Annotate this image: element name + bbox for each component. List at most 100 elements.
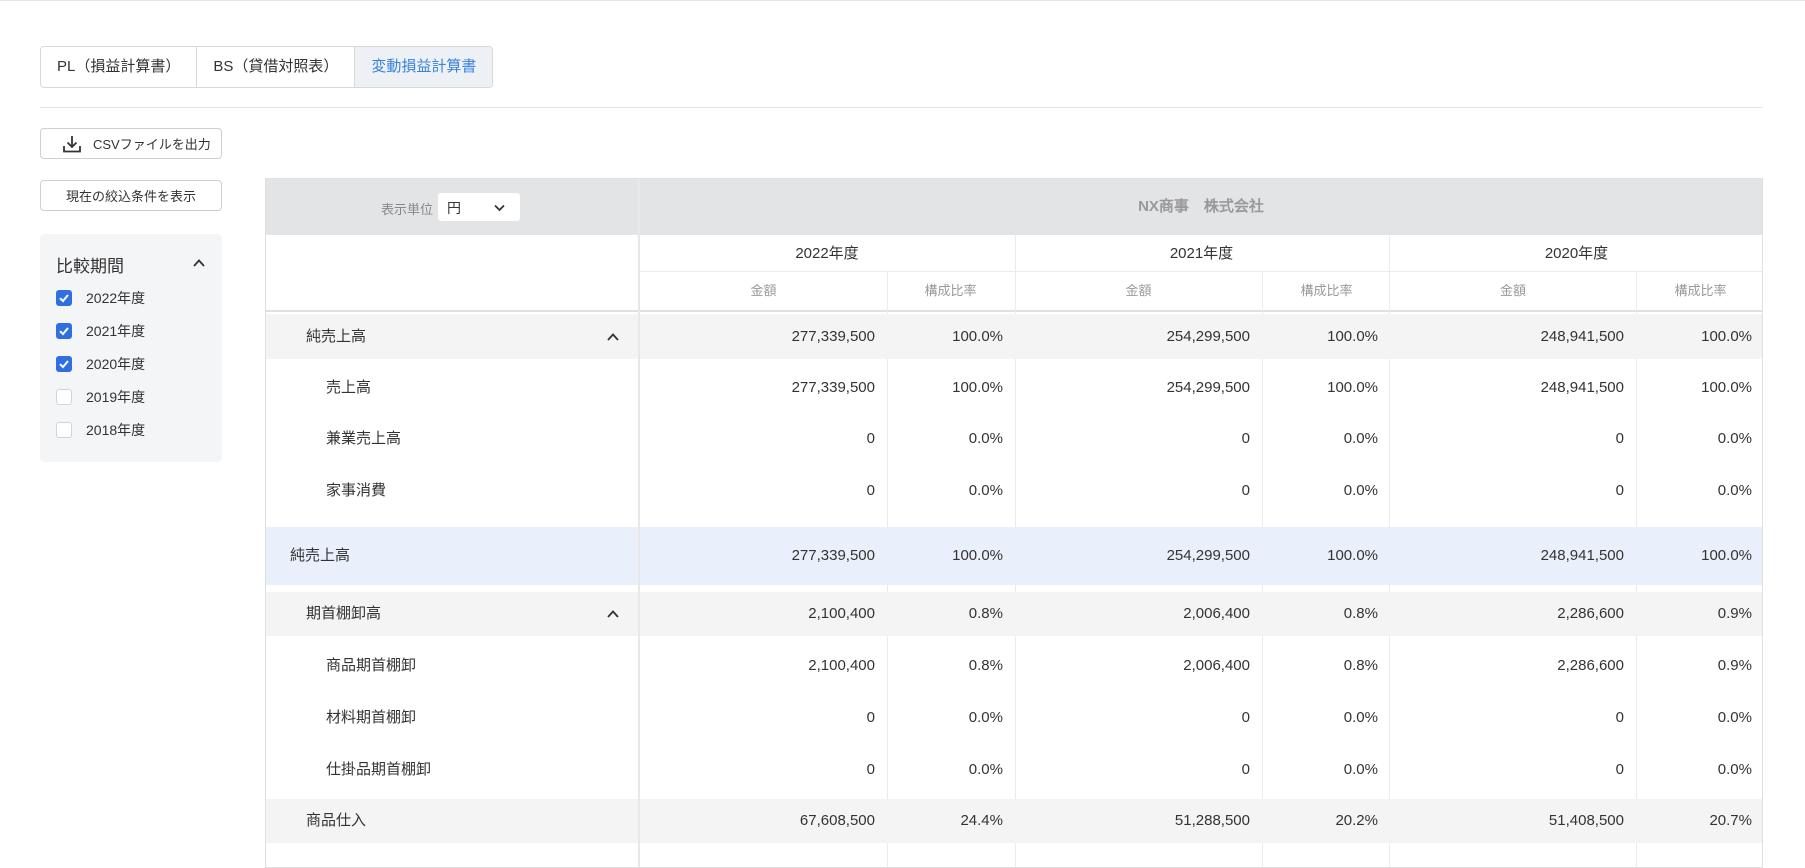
chevron-up-icon[interactable]	[606, 607, 620, 621]
ratio-cell: 0.8%	[968, 605, 1003, 622]
amount-cell: 0	[866, 761, 875, 778]
comparison-period-panel: 比較期間 2022年度 2021年度 2020年度 2019年度 2018年度	[40, 234, 222, 462]
ratio-cell: 0.0%	[1717, 761, 1752, 778]
amount-cell: 2,006,400	[1183, 657, 1250, 674]
tab-variable-pl[interactable]: 変動損益計算書	[355, 47, 493, 87]
ratio-cell: 0.0%	[1343, 709, 1378, 726]
ratio-cell: 0.0%	[968, 482, 1003, 499]
year-header: 2021年度	[1169, 245, 1234, 262]
row-label: 期首棚卸高	[306, 605, 382, 622]
amount-cell: 248,941,500	[1540, 547, 1624, 564]
table-row: 期首棚卸高 2,100,400 0.8% 2,006,400 0.8% 2,286,600…	[266, 592, 1762, 636]
table-row: 売上高 277,339,500 100.0% 254,299,500 100.0% 248…	[266, 366, 1762, 410]
tab-bs[interactable]: BS（貸借対照表）	[197, 47, 356, 87]
amount-cell: 0	[866, 430, 875, 447]
ratio-cell: 0.8%	[968, 657, 1003, 674]
ratio-cell: 24.4%	[960, 812, 1003, 829]
amount-cell: 0	[1241, 430, 1250, 447]
ratio-cell: 100.0%	[1327, 379, 1378, 396]
period-checkbox-row[interactable]: 2018年度	[56, 419, 145, 441]
amount-cell: 2,286,600	[1557, 657, 1624, 674]
table-row: 純売上高 277,339,500 100.0% 254,299,500 100.0% 24…	[266, 527, 1762, 585]
row-label: 仕掛品期首棚卸	[326, 761, 432, 778]
table-row: 兼業売上高 0 0.0% 0 0.0% 0 0.0%	[266, 417, 1762, 461]
amount-cell: 0	[1615, 709, 1624, 726]
row-label: 純売上高	[306, 328, 367, 345]
amount-cell: 2,100,400	[808, 605, 875, 622]
amount-cell: 0	[1615, 761, 1624, 778]
amount-cell: 2,006,400	[1183, 605, 1250, 622]
period-checkbox-label: 2020年度	[86, 356, 146, 372]
ratio-cell: 100.0%	[1701, 379, 1752, 396]
ratio-cell: 0.0%	[968, 761, 1003, 778]
amount-cell: 277,339,500	[791, 328, 875, 345]
table-row: 材料期首棚卸 0 0.0% 0 0.0% 0 0.0%	[266, 696, 1762, 740]
ratio-cell: 0.9%	[1717, 605, 1752, 622]
unit-select[interactable]: 円	[438, 193, 520, 221]
amount-header: 金額	[1499, 283, 1526, 298]
amount-cell: 67,608,500	[799, 812, 875, 829]
chevron-up-icon[interactable]	[192, 256, 206, 270]
ratio-cell: 0.0%	[1343, 430, 1378, 447]
table-header: 表示単位 円 NX商事 株式会社	[266, 179, 1762, 235]
year-header-row: 2022年度 2021年度 2020年度	[640, 235, 1762, 272]
period-checkbox-label: 2022年度	[86, 290, 146, 306]
show-filter-button[interactable]: 現在の絞込条件を表示	[40, 180, 222, 211]
period-checkbox[interactable]	[56, 290, 72, 306]
period-checkbox-label: 2019年度	[86, 389, 146, 405]
table-row: 家事消費 0 0.0% 0 0.0% 0 0.0%	[266, 469, 1762, 513]
ratio-cell: 0.0%	[968, 430, 1003, 447]
period-checkbox-row[interactable]: 2021年度	[56, 320, 145, 342]
checkmark-icon	[59, 327, 69, 336]
csv-export-button[interactable]: CSVファイルを出力	[40, 128, 222, 159]
chevron-down-icon	[494, 204, 505, 212]
ratio-cell: 0.0%	[1717, 482, 1752, 499]
show-filter-label: 現在の絞込条件を表示	[65, 189, 196, 204]
sub-header-row: 金額 構成比率 金額 構成比率 金額 構成比率	[640, 272, 1762, 312]
amount-cell: 277,339,500	[791, 379, 875, 396]
ratio-cell: 0.0%	[1717, 430, 1752, 447]
row-label: 材料期首棚卸	[326, 709, 417, 726]
ratio-cell: 0.0%	[1717, 709, 1752, 726]
ratio-header: 構成比率	[1300, 283, 1353, 298]
ratio-cell: 0.0%	[968, 709, 1003, 726]
ratio-header: 構成比率	[1674, 283, 1727, 298]
ratio-cell: 0.9%	[1717, 657, 1752, 674]
period-checkbox-row[interactable]: 2022年度	[56, 287, 145, 309]
unit-label: 表示単位	[381, 202, 434, 217]
row-label: 売上高	[326, 379, 372, 396]
download-icon	[61, 133, 83, 155]
ratio-cell: 100.0%	[952, 379, 1003, 396]
tabs-divider	[40, 107, 1762, 108]
tab-pl[interactable]: PL（損益計算書）	[41, 47, 198, 87]
amount-cell: 0	[1241, 709, 1250, 726]
chevron-up-icon[interactable]	[606, 330, 620, 344]
year-header: 2022年度	[795, 245, 859, 262]
amount-header: 金額	[1125, 283, 1152, 298]
ratio-cell: 100.0%	[952, 328, 1003, 345]
period-checkbox[interactable]	[56, 356, 72, 372]
period-checkbox[interactable]	[56, 422, 72, 438]
period-checkbox-label: 2018年度	[86, 422, 146, 438]
table-row: 純売上高 277,339,500 100.0% 254,299,500 100.0% 24…	[266, 314, 1762, 359]
year-header: 2020年度	[1544, 245, 1609, 262]
amount-cell: 51,408,500	[1548, 812, 1624, 829]
header-divider	[266, 310, 638, 312]
top-border	[0, 0, 1805, 1]
row-label: 商品仕入	[306, 812, 367, 829]
table-row: 商品期首棚卸 2,100,400 0.8% 2,006,400 0.8% 2,286,60…	[266, 644, 1762, 688]
row-label: 商品期首棚卸	[326, 657, 417, 674]
period-checkbox-row[interactable]: 2020年度	[56, 353, 145, 375]
amount-cell: 254,299,500	[1166, 379, 1250, 396]
variable-pl-table: 表示単位 円 NX商事 株式会社 2022年度 2021年度 2020年度 金額…	[265, 178, 1763, 868]
ratio-cell: 100.0%	[1327, 547, 1378, 564]
period-checkbox[interactable]	[56, 323, 72, 339]
period-checkbox-row[interactable]: 2019年度	[56, 386, 145, 408]
ratio-cell: 100.0%	[1701, 547, 1752, 564]
amount-cell: 0	[866, 709, 875, 726]
amount-cell: 254,299,500	[1166, 328, 1250, 345]
period-checkbox[interactable]	[56, 389, 72, 405]
table-row: 商品仕入 67,608,500 24.4% 51,288,500 20.2% 51,408…	[266, 799, 1762, 843]
ratio-cell: 20.2%	[1335, 812, 1378, 829]
ratio-cell: 0.0%	[1343, 482, 1378, 499]
